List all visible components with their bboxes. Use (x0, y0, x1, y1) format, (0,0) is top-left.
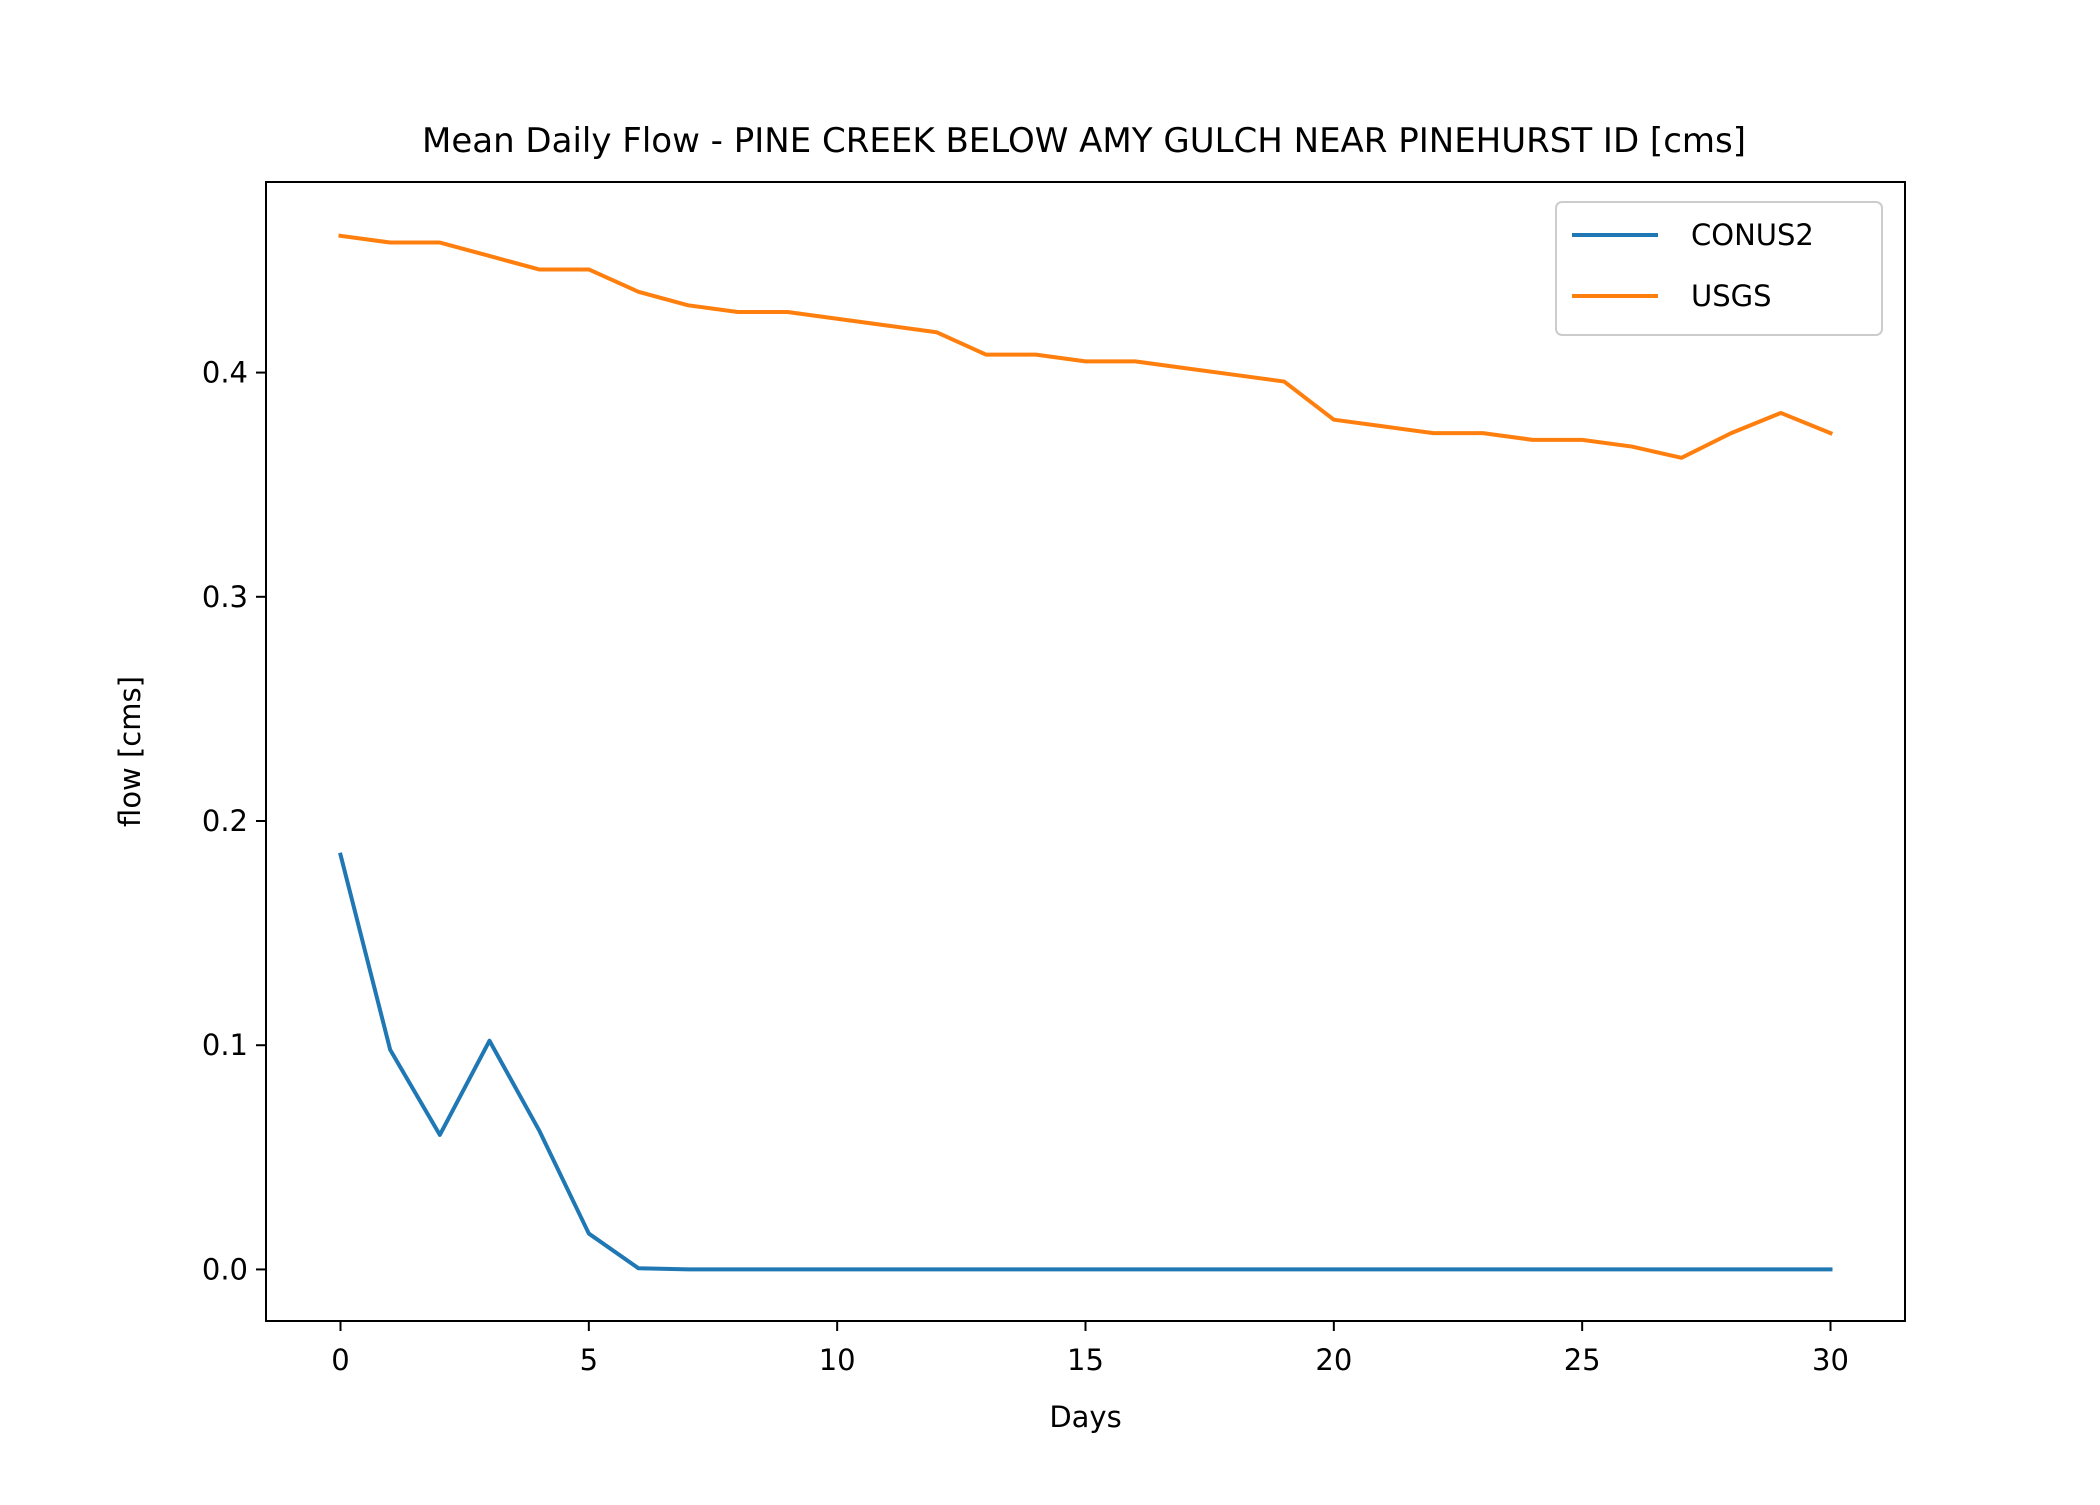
x-tick-label: 25 (1564, 1343, 1601, 1377)
legend-label-conus2: CONUS2 (1691, 218, 1814, 252)
x-axis-label: Days (1049, 1400, 1121, 1434)
y-tick-label: 0.4 (202, 356, 248, 390)
y-tick-label: 0.0 (202, 1252, 248, 1286)
legend-label-usgs: USGS (1691, 279, 1772, 313)
series-layer (338, 233, 1834, 1272)
y-tick-label: 0.3 (202, 580, 248, 614)
x-tick-label: 5 (580, 1343, 598, 1377)
axis-ticks: 0 5 10 15 20 25 30 0.0 0.1 0.2 0.3 0.4 (202, 356, 1849, 1377)
x-tick-label: 0 (331, 1343, 349, 1377)
series-line-usgs (338, 233, 1834, 460)
y-axis-label: flow [cms] (113, 676, 147, 827)
chart-title: Mean Daily Flow - PINE CREEK BELOW AMY G… (422, 121, 1746, 161)
y-tick-label: 0.1 (202, 1028, 248, 1062)
x-tick-label: 20 (1315, 1343, 1352, 1377)
series-line-conus2 (338, 852, 1833, 1272)
legend: CONUS2 USGS (1555, 201, 1883, 336)
x-tick-label: 15 (1067, 1343, 1104, 1377)
x-tick-label: 10 (819, 1343, 856, 1377)
x-tick-label: 30 (1812, 1343, 1849, 1377)
y-tick-label: 0.2 (202, 804, 248, 838)
